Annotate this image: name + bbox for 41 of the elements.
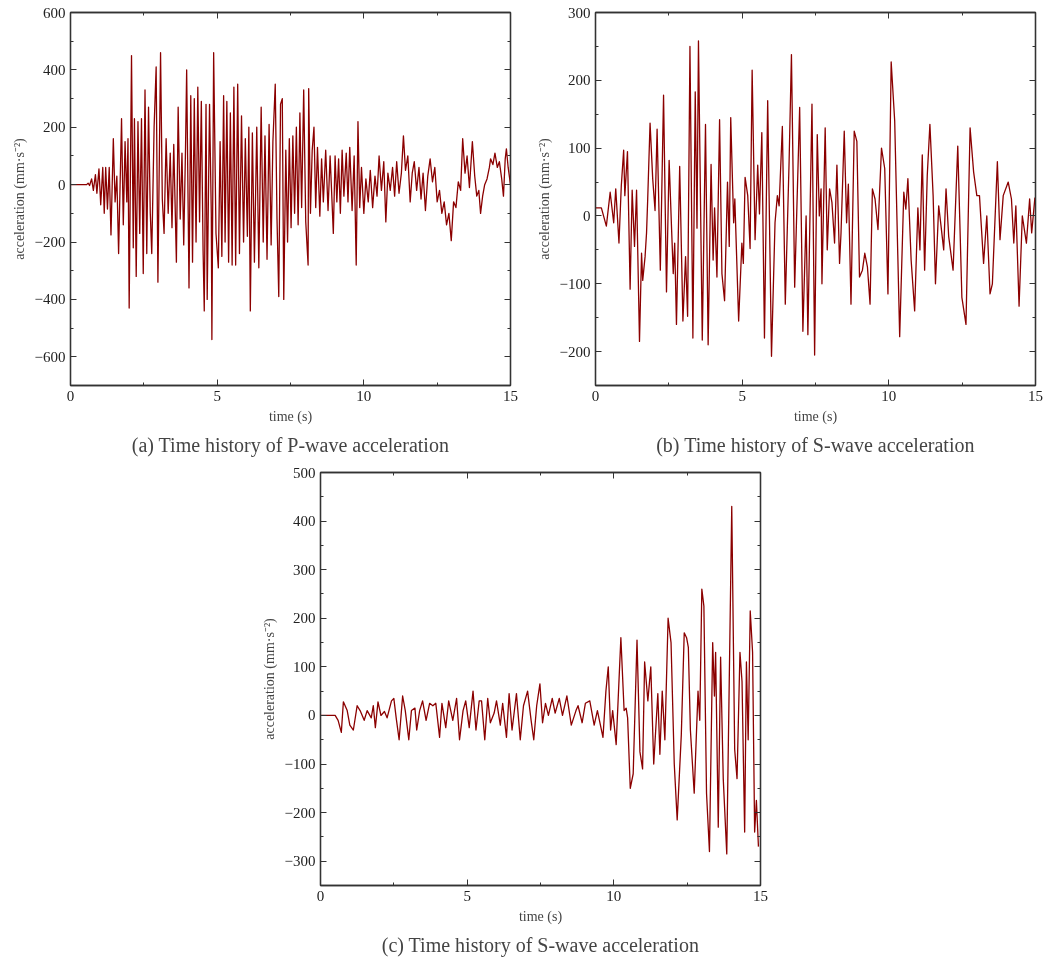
y-tick-label: 0 xyxy=(583,207,591,224)
x-axis-title: time (s) xyxy=(268,408,313,425)
y-tick-label: −200 xyxy=(284,804,316,821)
y-tick-label: −400 xyxy=(34,291,66,308)
x-tick-label: 5 xyxy=(213,387,221,404)
x-tick-label: 10 xyxy=(606,887,622,904)
x-axis-title: time (s) xyxy=(793,408,838,425)
y-tick-label: 100 xyxy=(293,658,316,675)
x-tick-label: 15 xyxy=(503,387,518,404)
text: (b) Time history of S-wave acceleration xyxy=(656,433,975,457)
y-tick-label: 200 xyxy=(293,610,316,627)
y-tick-label: 400 xyxy=(43,61,66,78)
text: (c) Time history of S-wave acceleration xyxy=(381,933,699,957)
x-tick-label: 15 xyxy=(1028,387,1043,404)
y-tick-label: 300 xyxy=(293,561,316,578)
y-tick-label: −300 xyxy=(284,853,316,870)
y-tick-label: −100 xyxy=(559,275,591,292)
x-axis-title: time (s) xyxy=(518,908,563,925)
y-tick-label: 0 xyxy=(58,176,66,193)
text: (a) Time history of P-wave acceleration xyxy=(131,433,449,457)
y-tick-label: 300 xyxy=(568,4,591,21)
y-tick-label: −600 xyxy=(34,348,66,365)
y-tick-label: 0 xyxy=(308,707,316,724)
x-tick-label: 10 xyxy=(356,387,372,404)
x-tick-label: 5 xyxy=(463,887,471,904)
y-tick-label: 400 xyxy=(293,513,316,530)
y-tick-label: 600 xyxy=(43,4,66,21)
y-axis-title: acceleration (mm·s⁻²) xyxy=(11,137,28,260)
y-tick-label: −200 xyxy=(34,234,66,251)
y-tick-label: 200 xyxy=(43,119,66,136)
y-tick-label: −100 xyxy=(284,756,316,773)
y-tick-label: −200 xyxy=(559,343,591,360)
line-series xyxy=(595,40,1036,357)
y-tick-label: 100 xyxy=(568,140,591,157)
y-tick-label: 200 xyxy=(568,72,591,89)
y-axis-title: acceleration (mm·s⁻²) xyxy=(261,617,278,740)
x-tick-label: 5 xyxy=(738,387,746,404)
y-tick-label: 500 xyxy=(293,464,316,481)
y-axis-title: acceleration (mm·s⁻²) xyxy=(536,137,553,260)
x-tick-label: 10 xyxy=(881,387,897,404)
x-tick-label: 15 xyxy=(753,887,768,904)
